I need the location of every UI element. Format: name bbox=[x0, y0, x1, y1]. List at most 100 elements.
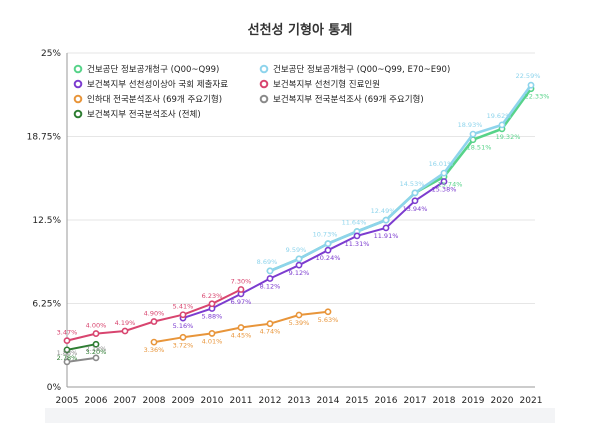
data-point bbox=[150, 338, 158, 346]
data-point bbox=[295, 311, 303, 319]
data-label: 11.64% bbox=[342, 218, 367, 226]
data-label: 5.88% bbox=[202, 312, 223, 320]
data-point bbox=[440, 178, 448, 185]
data-point bbox=[266, 275, 274, 282]
data-label: 3.20% bbox=[86, 348, 107, 356]
data-label: 11.91% bbox=[374, 232, 399, 240]
data-point bbox=[382, 216, 390, 224]
data-label: 4.00% bbox=[86, 322, 107, 330]
data-point bbox=[208, 300, 216, 308]
data-point bbox=[469, 130, 477, 138]
data-point bbox=[63, 358, 71, 366]
series-lines bbox=[63, 81, 535, 366]
legend-entry: 보건복지부 전국분석조사 (69개 주요기형) bbox=[273, 94, 424, 105]
data-point bbox=[237, 286, 245, 293]
data-point bbox=[527, 81, 535, 89]
legend-entry: 보건복지부 선천성이상아 국회 제출자료 bbox=[87, 79, 228, 90]
x-tick-label: 2008 bbox=[143, 396, 166, 406]
series-line bbox=[66, 356, 97, 363]
x-tick-label: 2009 bbox=[172, 396, 195, 406]
data-point bbox=[382, 224, 390, 232]
data-point bbox=[324, 246, 332, 254]
data-label: 15.74% bbox=[438, 181, 463, 189]
x-tick-label: 2005 bbox=[56, 396, 79, 406]
x-tick-label: 2019 bbox=[462, 396, 485, 406]
x-tick-label: 2012 bbox=[259, 396, 282, 406]
legend-entry: 보건복지부 전국분석조사 (전체) bbox=[87, 109, 201, 120]
data-point bbox=[179, 333, 187, 341]
data-label: 10.73% bbox=[313, 231, 338, 239]
x-tick-label: 2007 bbox=[114, 396, 137, 406]
x-tick-label: 2016 bbox=[375, 396, 398, 406]
data-label: 2.18% bbox=[86, 345, 107, 353]
y-tick-label: 12.5% bbox=[32, 216, 61, 226]
data-point bbox=[324, 308, 332, 316]
legend-marker bbox=[73, 64, 83, 74]
data-label: 2.78% bbox=[57, 354, 78, 362]
x-tick-label: 2010 bbox=[201, 396, 224, 406]
series-line bbox=[182, 180, 445, 320]
data-label: 4.01% bbox=[202, 337, 223, 345]
legend-entry: 보건복지부 선천기형 진료인원 bbox=[273, 79, 380, 90]
data-label: 4.74% bbox=[260, 328, 281, 336]
data-label: 15.38% bbox=[432, 186, 457, 194]
data-label: 22.59% bbox=[516, 72, 541, 80]
data-label: 8.69% bbox=[257, 258, 278, 266]
data-label: 7.30% bbox=[231, 277, 252, 285]
data-point bbox=[121, 327, 129, 335]
data-label: 10.24% bbox=[316, 254, 341, 262]
legend-entry: 인하대 전국분석조사 (69개 주요기형) bbox=[87, 94, 222, 105]
data-label: 5.41% bbox=[173, 303, 194, 311]
data-label: 9.59% bbox=[286, 246, 307, 254]
data-point bbox=[92, 354, 100, 362]
series-line bbox=[66, 343, 97, 351]
x-tick-label: 2021 bbox=[520, 396, 543, 406]
data-point bbox=[208, 330, 216, 337]
data-label: 22.33% bbox=[525, 93, 550, 101]
legend-marker bbox=[259, 64, 269, 74]
legend-entry: 건보공단 정보공개청구 (Q00~Q99) bbox=[87, 64, 219, 75]
x-tick-label: 2015 bbox=[346, 396, 369, 406]
data-label: 11.31% bbox=[345, 240, 370, 248]
data-point bbox=[324, 240, 332, 248]
x-tick-label: 2013 bbox=[288, 396, 311, 406]
data-point bbox=[295, 255, 303, 263]
legend: 건보공단 정보공개청구 (Q00~Q99) 건보공단 정보공개청구 (Q00~Q9… bbox=[73, 64, 450, 120]
data-label: 3.47% bbox=[57, 329, 78, 337]
legend-marker bbox=[73, 79, 83, 89]
data-point bbox=[353, 232, 361, 240]
data-label: 19.32% bbox=[496, 133, 521, 141]
legend-marker bbox=[259, 79, 269, 89]
data-point bbox=[266, 320, 274, 328]
x-tick-label: 2017 bbox=[404, 396, 427, 406]
data-point bbox=[92, 340, 100, 348]
y-tick-label: 0% bbox=[47, 383, 62, 393]
chart-title: 선천성 기형아 통계 bbox=[248, 22, 353, 38]
data-label: 4.45% bbox=[231, 332, 252, 340]
data-point bbox=[295, 261, 303, 269]
data-point bbox=[411, 189, 419, 197]
data-point bbox=[63, 346, 71, 354]
data-label: 19.62% bbox=[487, 112, 512, 120]
data-point bbox=[440, 169, 448, 177]
y-tick-label: 6.25% bbox=[32, 300, 61, 310]
series-line bbox=[269, 84, 533, 273]
data-label: 13.94% bbox=[403, 205, 428, 213]
data-label: 18.51% bbox=[467, 144, 492, 152]
data-label: 5.63% bbox=[318, 316, 339, 324]
legend-marker bbox=[73, 109, 83, 119]
x-tick-label: 2011 bbox=[230, 396, 253, 406]
data-point bbox=[266, 267, 274, 275]
data-label: 5.39% bbox=[289, 319, 310, 327]
data-point bbox=[498, 121, 506, 129]
data-label: 14.53% bbox=[400, 180, 425, 188]
data-label: 12.49% bbox=[371, 207, 396, 215]
data-point bbox=[63, 337, 71, 345]
legend-entry: 건보공단 정보공개청구 (Q00~Q99, E70~E90) bbox=[273, 64, 450, 75]
data-label: 3.72% bbox=[173, 341, 194, 349]
data-labels: 15.74% 18.51% 19.32% 22.33% 8.69% 9.59% 10.73%… bbox=[57, 72, 550, 362]
data-label: 9.12% bbox=[289, 269, 310, 277]
data-label: 4.19% bbox=[115, 319, 136, 327]
x-tick-label: 2018 bbox=[433, 396, 456, 406]
